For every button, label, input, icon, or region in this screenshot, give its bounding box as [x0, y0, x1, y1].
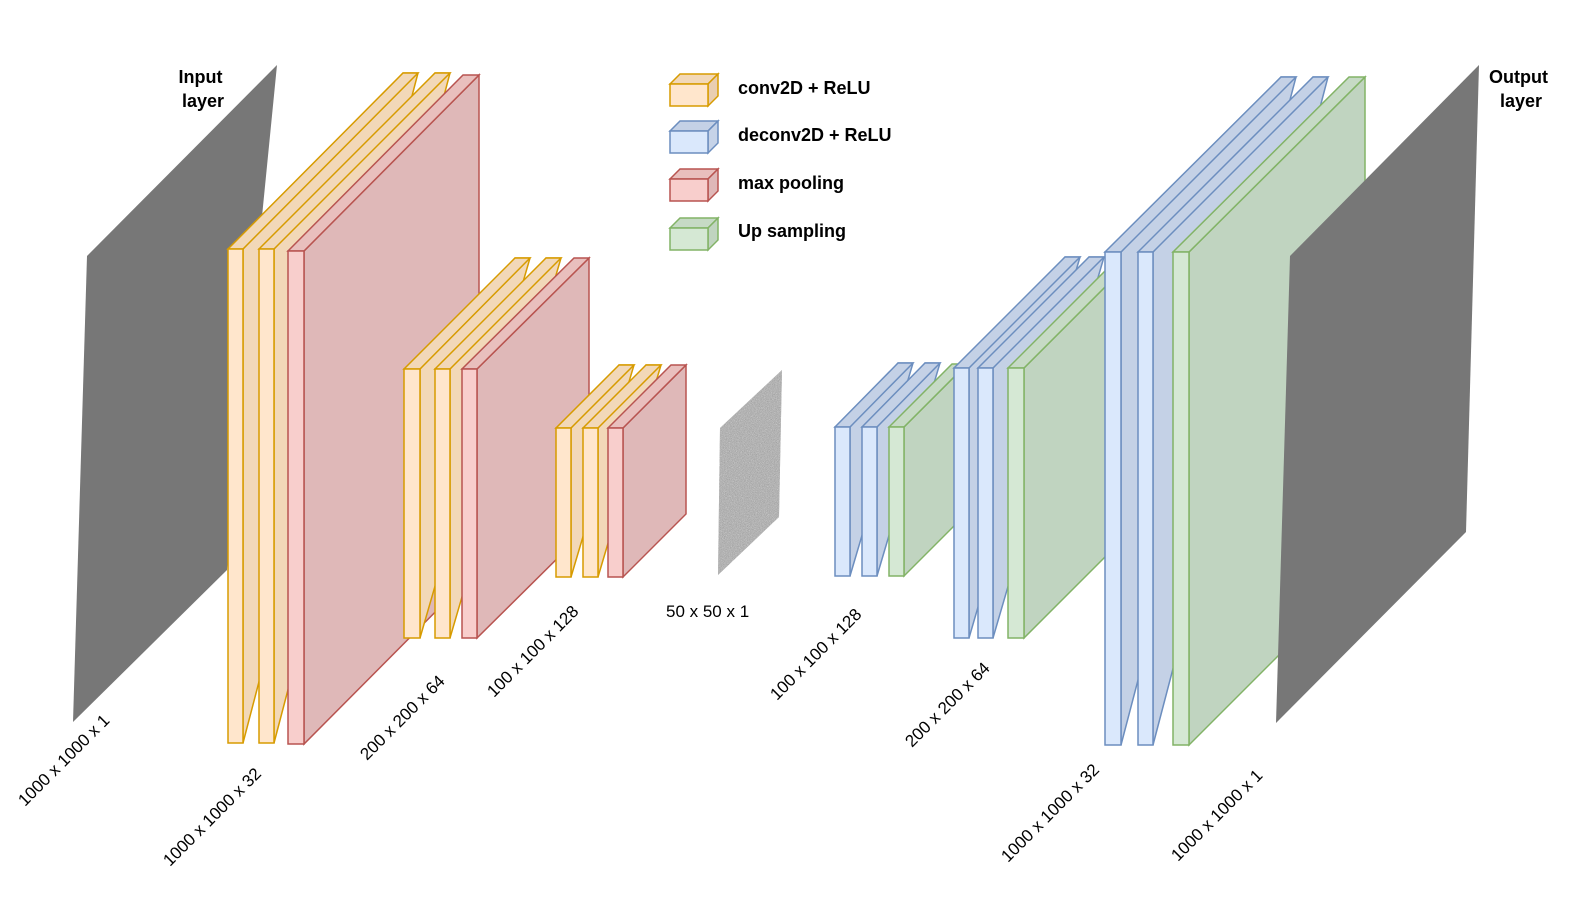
encoder-block-1: 1000 x 1000 x 32: [159, 72, 481, 870]
decoder-block-2-dims: 200 x 200 x 64: [901, 659, 993, 751]
legend-swatch-deconv: [668, 119, 720, 155]
legend-item-deconv: deconv2D + ReLU: [668, 119, 892, 155]
legend-item-conv: conv2D + ReLU: [668, 72, 871, 108]
legend-label-conv: conv2D + ReLU: [738, 78, 871, 98]
output-layer-title: Output layer: [1489, 67, 1553, 111]
bottleneck-plane: [718, 370, 782, 575]
input-layer-plane: [73, 65, 277, 722]
output-layer-dims: 1000 x 1000 x 1: [1167, 766, 1266, 865]
input-layer-title-line1: Input: [179, 67, 223, 87]
bottleneck-dims: 50 x 50 x 1: [666, 602, 749, 621]
legend-swatch-pool: [668, 167, 720, 203]
pool-slab: [606, 363, 688, 579]
input-layer-title: Input layer: [179, 67, 228, 111]
decoder-block-3: 1000 x 1000 x 32: [997, 75, 1367, 866]
input-layer-dims: 1000 x 1000 x 1: [14, 711, 113, 810]
decoder-block-1: 100 x 100 x 128: [766, 362, 969, 704]
legend-label-up: Up sampling: [738, 221, 846, 241]
legend-swatch-up: [668, 216, 720, 252]
encoder-block-1-dims: 1000 x 1000 x 32: [159, 764, 265, 870]
output-layer-title-line2: layer: [1500, 91, 1542, 111]
decoder-block-3-dims: 1000 x 1000 x 32: [997, 760, 1103, 866]
decoder-block-1-dims: 100 x 100 x 128: [766, 605, 865, 704]
upsample-slab: [887, 362, 969, 578]
legend-swatch-conv: [668, 72, 720, 108]
output-layer-title-line1: Output: [1489, 67, 1548, 87]
output-layer-plane: [1276, 65, 1479, 723]
encoder-block-2-dims: 200 x 200 x 64: [356, 672, 448, 764]
legend-label-pool: max pooling: [738, 173, 844, 193]
legend-item-pool: max pooling: [668, 167, 844, 203]
legend-label-deconv: deconv2D + ReLU: [738, 125, 892, 145]
legend-item-up: Up sampling: [668, 216, 846, 252]
input-layer-title-line2: layer: [182, 91, 224, 111]
legend: conv2D + ReLU deconv2D + ReLU max poolin…: [668, 72, 892, 252]
